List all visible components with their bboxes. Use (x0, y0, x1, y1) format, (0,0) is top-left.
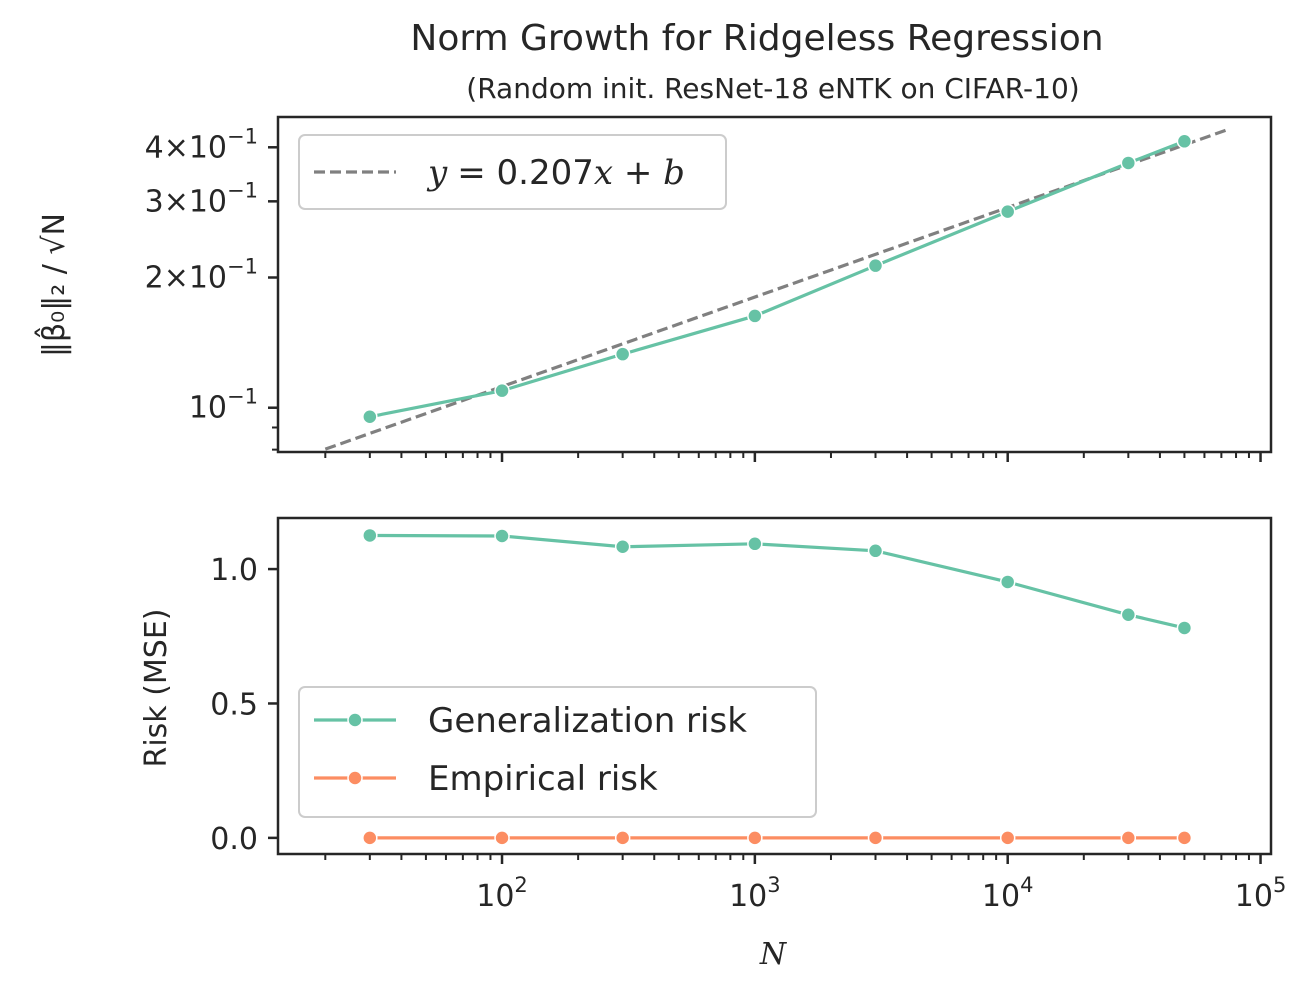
norm-series-markers (362, 133, 1193, 425)
generalization-risk-point (867, 543, 884, 559)
x-tick-label: 105 (1235, 873, 1287, 914)
top-legend-frame (298, 134, 727, 210)
y-tick-label: 3×10−1 (145, 178, 258, 219)
generalization-risk-point (362, 527, 378, 544)
x-tick-base: 10 (982, 879, 1020, 914)
y-tick-base: 10 (189, 130, 227, 165)
x-tick-base: 10 (476, 879, 514, 914)
generalization-risk-point (614, 539, 631, 555)
x-tick-exponent: 2 (514, 873, 527, 897)
generalization-risk-point (747, 536, 763, 552)
empirical-risk-point (362, 830, 378, 846)
bottom-x-ticks (324, 854, 1262, 864)
empirical-risk-point (494, 830, 510, 846)
norm-series-line (369, 139, 1185, 419)
x-tick-label: 102 (476, 873, 528, 914)
x-tick-exponent: 5 (1273, 873, 1286, 897)
bottom-y-axis-label-group: Risk (MSE) (139, 608, 174, 767)
y-tick-mantissa: 2× (145, 261, 189, 296)
bottom-x-tick-labels: 102 103 104 105 (476, 873, 1286, 914)
x-tick-exponent: 4 (1020, 873, 1033, 897)
norm-data-point (614, 346, 631, 362)
legend-fit-y: y (426, 153, 448, 193)
top-y-tick-labels: 10−12×10−13×10−14×10−1 (145, 124, 258, 425)
norm-data-point (1176, 133, 1193, 150)
generalization-risk-point (1176, 620, 1193, 636)
y-tick-label: 2×10−1 (145, 255, 258, 296)
legend-fit-x: x (594, 153, 613, 193)
y-tick-label: 0.5 (210, 687, 258, 722)
legend-fit-eq: = 0.207 (457, 153, 594, 193)
legend-empirical-label: Empirical risk (428, 759, 658, 799)
y-tick-label: 0.0 (210, 822, 258, 857)
generalization-risk-point (494, 528, 510, 544)
bottom-y-axis-label: Risk (MSE) (139, 608, 174, 767)
y-tick-exponent: −1 (227, 385, 258, 409)
bottom-plot-panel: 102 103 104 105 0.00.51.0 Generalization ri… (139, 516, 1286, 972)
empirical-risk-point (614, 830, 631, 846)
generalization-risk-line (369, 533, 1185, 630)
legend-fit-label: y = 0.207x + b (426, 153, 685, 193)
top-y-axis-label: ‖β̂₀‖₂ / √N (34, 213, 72, 357)
legend-generalization-label: Generalization risk (428, 701, 747, 741)
norm-data-point (1120, 155, 1137, 171)
empirical-risk-point (747, 830, 763, 846)
x-tick-label: 103 (729, 873, 781, 914)
y-tick-label: 4×10−1 (145, 124, 258, 165)
y-tick-label: 10−1 (189, 385, 258, 426)
y-tick-exponent: −1 (227, 124, 258, 148)
top-legend: y = 0.207x + b (298, 134, 727, 210)
x-tick-base: 10 (729, 879, 767, 914)
empirical-risk-point (999, 830, 1016, 846)
y-tick-base: 10 (189, 261, 227, 296)
generalization-risk-point (999, 574, 1016, 590)
chart-title: Norm Growth for Ridgeless Regression (410, 18, 1103, 59)
top-y-axis-label-group: ‖β̂₀‖₂ / √N (34, 213, 72, 357)
y-tick-mantissa: 4× (145, 130, 189, 165)
y-tick-exponent: −1 (227, 178, 258, 202)
y-tick-mantissa: 3× (145, 184, 189, 219)
norm-data-point (362, 409, 378, 425)
y-tick-exponent: −1 (227, 255, 258, 279)
y-tick-base: 10 (189, 391, 227, 426)
generalization-risk-point (1120, 607, 1137, 623)
empirical-risk-point (1176, 830, 1193, 846)
bottom-legend-frame (298, 686, 817, 818)
legend-empirical-marker (347, 770, 363, 786)
y-tick-label: 1.0 (210, 553, 258, 588)
risk-series (362, 527, 1193, 846)
legend-generalization-marker (347, 712, 363, 728)
norm-data-point (494, 382, 510, 399)
top-x-ticks (324, 452, 1262, 462)
legend-fit-b: b (663, 153, 685, 193)
x-tick-exponent: 3 (767, 873, 780, 897)
bottom-x-axis-label: N (759, 937, 788, 972)
top-plot-panel: 10−12×10−13×10−14×10−1 y = 0.207x + b ‖β̂… (34, 115, 1273, 462)
norm-data-point (867, 257, 884, 274)
y-tick-base: 10 (189, 184, 227, 219)
bottom-y-ticks: 0.0 0.5 1.0 (210, 553, 278, 857)
norm-data-point (747, 308, 763, 324)
top-y-ticks (268, 146, 278, 451)
x-tick-base: 10 (1235, 879, 1273, 914)
norm-data-point (999, 203, 1016, 220)
legend-fit-plus: + (613, 153, 663, 193)
x-tick-label: 104 (982, 873, 1034, 914)
chart-subtitle: (Random init. ResNet-18 eNTK on CIFAR-10… (466, 72, 1079, 105)
empirical-risk-point (1120, 830, 1137, 846)
bottom-legend: Generalization risk Empirical risk (298, 686, 817, 818)
empirical-risk-point (867, 830, 884, 846)
